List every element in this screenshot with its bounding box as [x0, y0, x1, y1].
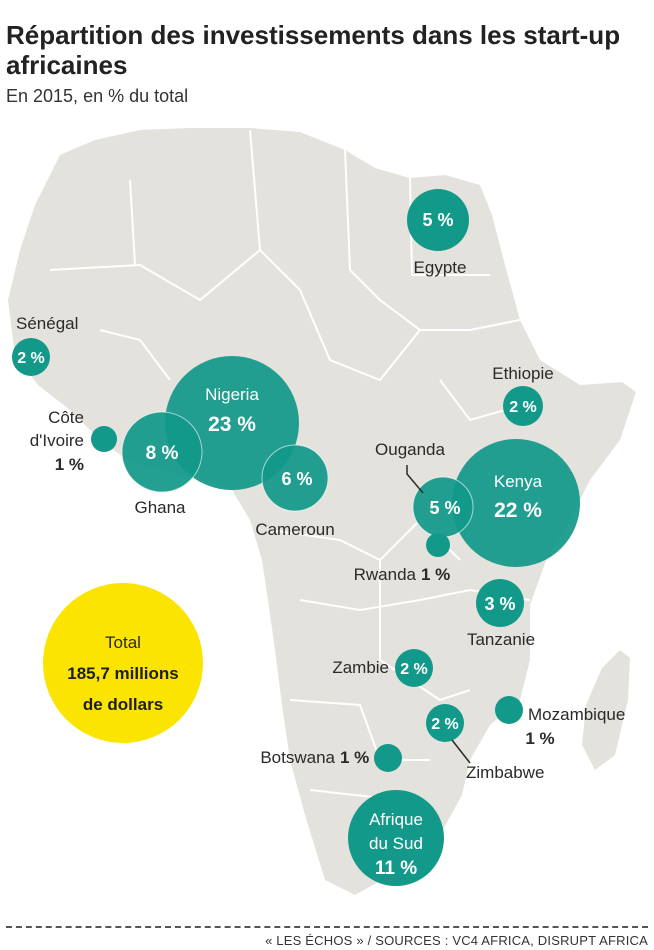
value-mozambique: 1 % — [525, 729, 554, 748]
value-afrique-du-sud: 11 % — [375, 858, 417, 879]
label-cote-divoire-1: Côte — [48, 408, 84, 427]
bubble-names: Nigeria Kenya Afrique du Sud — [205, 385, 543, 853]
name-afrique-du-sud-2: du Sud — [369, 834, 423, 853]
label-egypte: Egypte — [414, 258, 467, 277]
total-value-line1: 185,7 millions — [67, 664, 179, 683]
label-zimbabwe: Zimbabwe — [466, 763, 544, 782]
label-ethiopie: Ethiopie — [492, 364, 553, 383]
total-badge: Total 185,7 millions de dollars — [43, 583, 203, 743]
bubble-mozambique — [495, 696, 523, 724]
map-title: Répartition des investissements dans les… — [6, 20, 621, 80]
total-circle — [43, 583, 203, 743]
africa-landmass — [8, 128, 636, 895]
value-kenya: 22 % — [494, 499, 542, 522]
value-cote-divoire: 1 % — [55, 455, 84, 474]
label-senegal: Sénégal — [16, 314, 78, 333]
bubble-ethiopie — [503, 386, 543, 426]
label-ouganda: Ouganda — [375, 440, 445, 459]
value-ouganda: 5 % — [429, 498, 460, 518]
label-zambie: Zambie — [332, 658, 389, 677]
value-zimbabwe: 2 % — [431, 716, 459, 733]
bubble-kenya — [452, 439, 580, 567]
bubble-senegal — [12, 338, 50, 376]
bubble-values: 5 % 2 % 23 % 8 % 6 % 2 % 5 % 22 % 3 % 2 … — [17, 210, 542, 879]
label-rwanda: Rwanda — [354, 565, 417, 584]
bubble-botswana — [374, 744, 402, 772]
leader-lines — [406, 465, 471, 764]
source-credit: « LES ÉCHOS » / SOURCES : VC4 AFRICA, DI… — [265, 933, 648, 948]
map-subtitle: En 2015, en % du total — [6, 86, 189, 106]
value-egypte: 5 % — [422, 210, 453, 230]
footer-divider — [6, 926, 648, 928]
value-botswana: 1 % — [340, 748, 369, 767]
total-label: Total — [105, 633, 141, 652]
label-cameroun: Cameroun — [255, 520, 334, 539]
country-labels: Egypte Sénégal Côte d'Ivoire 1 % Ghana C… — [16, 258, 625, 782]
bubble-afrique-du-sud — [348, 790, 444, 886]
label-cote-divoire-2: d'Ivoire — [30, 431, 84, 450]
bubble-cote-divoire — [91, 426, 117, 452]
value-rwanda: 1 % — [421, 565, 450, 584]
total-value-line2: de dollars — [83, 695, 163, 714]
value-zambie: 2 % — [400, 661, 428, 678]
bubble-cameroun — [261, 444, 329, 512]
value-cameroun: 6 % — [281, 469, 312, 489]
madagascar-island — [582, 650, 630, 770]
name-afrique-du-sud-1: Afrique — [369, 810, 423, 829]
value-senegal: 2 % — [17, 350, 45, 367]
bubble-rwanda — [426, 533, 450, 557]
bubble-tanzanie — [476, 579, 524, 627]
name-kenya: Kenya — [494, 472, 543, 491]
africa-map: 5 % 2 % 23 % 8 % 6 % 2 % 5 % 22 % 3 % 2 … — [8, 128, 636, 895]
bubble-zimbabwe — [426, 704, 464, 742]
label-mozambique: Mozambique — [528, 705, 625, 724]
bubble-ghana — [121, 411, 203, 493]
value-ghana: 8 % — [146, 443, 179, 464]
value-nigeria: 23 % — [208, 413, 256, 436]
bubbles — [12, 189, 580, 886]
label-botswana: Botswana — [260, 748, 335, 767]
bubble-zambie — [395, 649, 433, 687]
value-tanzanie: 3 % — [484, 594, 515, 614]
label-tanzanie: Tanzanie — [467, 630, 535, 649]
name-nigeria: Nigeria — [205, 385, 259, 404]
label-ghana: Ghana — [134, 498, 186, 517]
bubble-egypte — [407, 189, 469, 251]
value-ethiopie: 2 % — [509, 399, 537, 416]
